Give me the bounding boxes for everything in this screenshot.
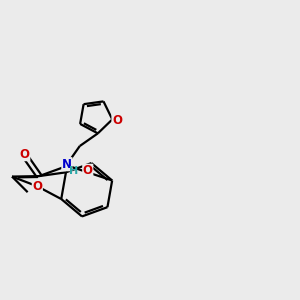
Text: H: H <box>69 166 78 176</box>
Text: N: N <box>62 158 72 171</box>
Text: O: O <box>32 180 42 193</box>
Text: O: O <box>83 164 93 177</box>
Text: O: O <box>112 113 122 127</box>
Text: O: O <box>20 148 30 160</box>
